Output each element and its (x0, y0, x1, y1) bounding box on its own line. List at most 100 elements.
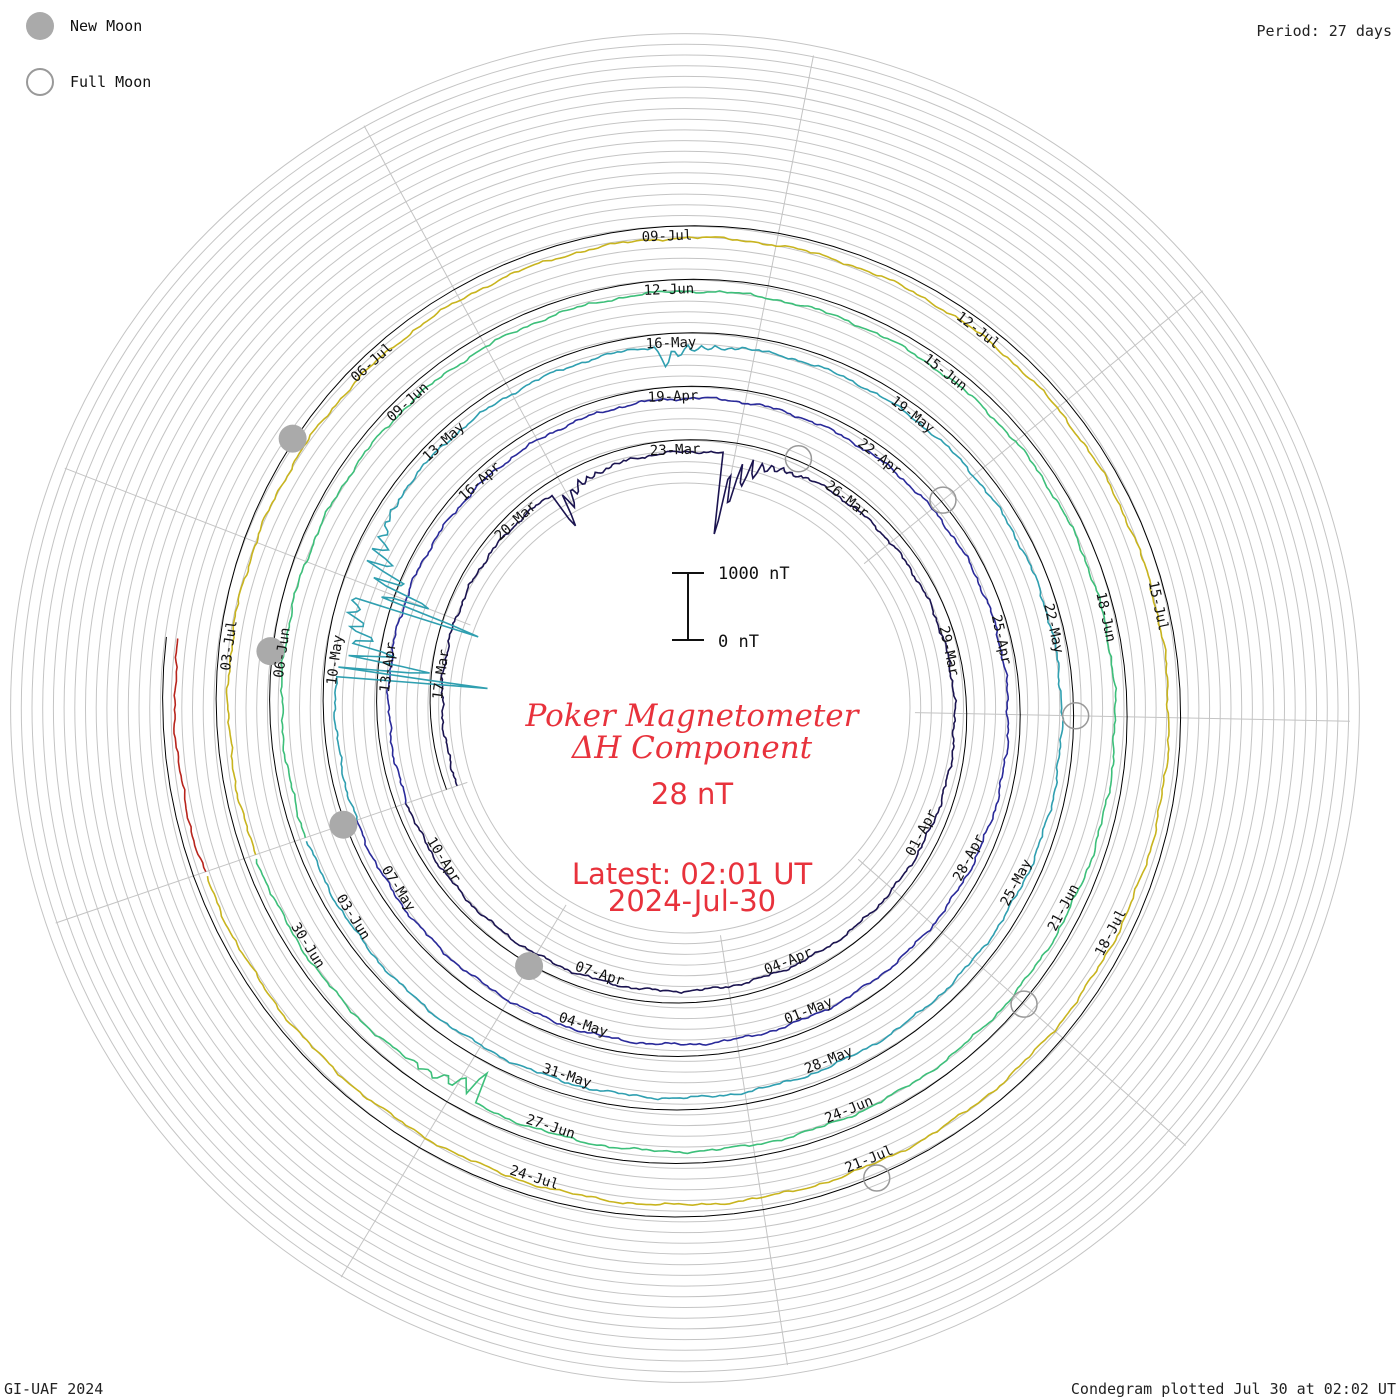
grid-spokes (55, 55, 1350, 1366)
grid-ring (20, 43, 1350, 1373)
footer-plot-time: Condegram plotted Jul 30 at 02:02 UT (1070, 1380, 1396, 1398)
grid-ring (63, 86, 1307, 1330)
date-tick-label: 03-Jul (218, 619, 241, 671)
date-tick-label: 09-Jul (641, 228, 692, 246)
grid-ring (341, 364, 1029, 1052)
grid-ring (52, 75, 1318, 1341)
date-tick-label: 12-Jul (953, 309, 1003, 353)
date-tick-label: 17-Mar (430, 648, 453, 700)
series-line-5 (206, 236, 1170, 1207)
grid-ring (395, 418, 975, 998)
new-moon-marker (515, 952, 544, 981)
legend-full-moon-label: Full Moon (70, 73, 152, 91)
moon-markers (256, 424, 1090, 1192)
grid-spoke (64, 467, 471, 626)
grid-ring (106, 129, 1264, 1287)
grid-spoke (863, 290, 1204, 565)
date-tick-label: 06-Jul (348, 340, 396, 386)
date-tick-label: 09-Jun (384, 380, 432, 426)
grid-ring (234, 257, 1136, 1159)
grid-ring (384, 407, 986, 1009)
grid-ring (74, 97, 1296, 1319)
date-tick-label: 21-Jun (1045, 882, 1083, 934)
grid-ring (85, 108, 1285, 1308)
chart-title-line2: ΔH Component (571, 730, 813, 766)
grid-ring (277, 300, 1093, 1116)
grid-ring (438, 461, 932, 955)
grid-ring (245, 268, 1125, 1148)
chart-title-line1: Poker Magnetometer (525, 698, 861, 734)
grid-ring (266, 289, 1104, 1127)
grid-spoke (719, 935, 788, 1366)
date-tick-label: 04-May (557, 1010, 610, 1041)
new-moon-marker (329, 810, 358, 839)
grid-ring (192, 215, 1178, 1201)
date-tick-label: 07-Apr (573, 959, 626, 990)
date-tick-label: 26-Mar (822, 478, 872, 522)
grid-ring (181, 204, 1189, 1212)
scale-bar: 1000 nT 0 nT (672, 564, 790, 652)
full-moon-icon (26, 68, 54, 96)
scale-bottom-label: 0 nT (718, 632, 759, 652)
grid-ring (117, 140, 1253, 1276)
legend-new-moon: New Moon (26, 12, 142, 40)
date-tick-label: 16-Apr (456, 459, 504, 505)
grid-spoke (728, 55, 814, 483)
grid-ring (224, 247, 1146, 1169)
grid-ring (170, 193, 1200, 1223)
grid-ring (406, 429, 964, 987)
date-tick-label: 22-Apr (855, 436, 905, 480)
scale-top-label: 1000 nT (718, 564, 790, 584)
legend-full-moon: Full Moon (26, 68, 151, 96)
grid-ring (159, 182, 1211, 1234)
series-line-6 (173, 638, 207, 873)
new-moon-icon (26, 12, 54, 40)
grid-ring (288, 311, 1082, 1105)
date-tick-label: 07-May (378, 863, 418, 914)
date-tick-label: 28-Apr (950, 832, 988, 884)
date-tick-label: 01-Apr (903, 807, 941, 859)
grid-ring (127, 150, 1243, 1266)
legend-new-moon-label: New Moon (70, 17, 143, 35)
full-moon-marker (1061, 702, 1090, 730)
date-tick-label: 27-Jun (524, 1112, 577, 1143)
grid-ring (331, 354, 1039, 1062)
grid-ring (10, 33, 1360, 1383)
date-tick-label: 13-May (420, 419, 468, 465)
series-line-4 (255, 290, 1118, 1155)
date-tick-label: 23-Mar (650, 441, 701, 459)
date-tick-label: 18-Jul (1092, 907, 1130, 959)
full-moon-marker (784, 445, 813, 473)
date-tick-label: 20-Mar (492, 498, 540, 544)
grid-ring (149, 172, 1221, 1244)
footer-credit: GI-UAF 2024 (4, 1380, 104, 1398)
date-tick-label: 16-May (645, 334, 696, 352)
date-tick-label: 15-Jun (920, 351, 970, 395)
date-tick-label: 06-Jun (271, 627, 294, 679)
series-layer (173, 236, 1170, 1207)
date-tick-label: 19-May (887, 393, 937, 437)
date-tick-label: 10-Apr (423, 835, 463, 886)
full-moon-marker (1010, 990, 1038, 1018)
reference-spiral (162, 225, 1182, 1218)
new-moon-marker (256, 637, 285, 666)
grid-ring (459, 482, 911, 934)
date-tick-label: 31-May (540, 1061, 593, 1092)
date-tick-label: 19-Apr (647, 388, 698, 406)
series-line-2 (355, 396, 1010, 1046)
grid-spoke (857, 858, 1187, 1146)
date-tick-label: 28-May (802, 1043, 855, 1077)
grid-spoke (55, 781, 468, 924)
full-moon-marker (863, 1164, 891, 1192)
latest-date: 2024-Jul-30 (608, 884, 776, 918)
grid-ring (320, 343, 1050, 1073)
date-tick-label: 30-Jun (287, 920, 327, 971)
grid-ring (31, 54, 1339, 1362)
grid-ring (373, 396, 997, 1020)
grid-spoke (914, 712, 1350, 722)
series-line-3 (305, 343, 1065, 1101)
date-tick-label: 24-Jul (508, 1163, 561, 1194)
new-moon-marker (278, 424, 307, 453)
grid-spoke (363, 125, 575, 507)
